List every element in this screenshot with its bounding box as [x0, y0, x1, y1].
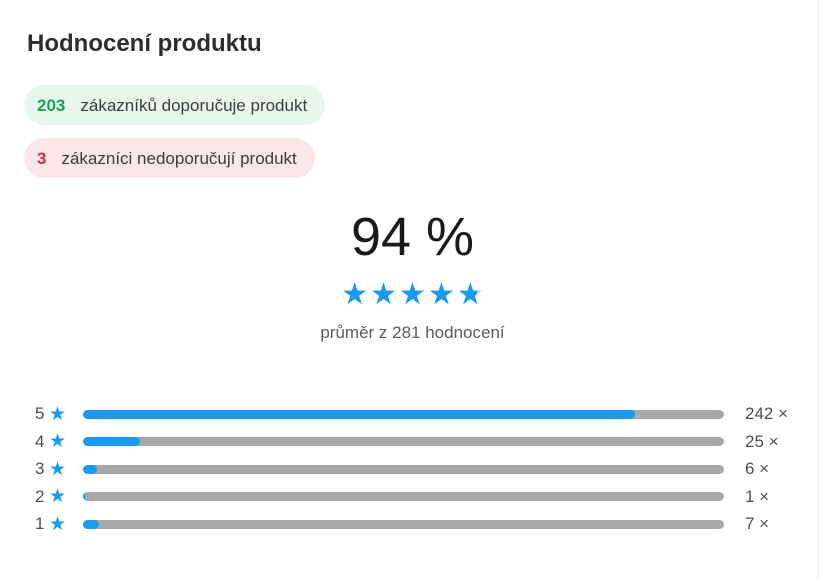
rating-bar-track [83, 437, 724, 447]
rating-bar-row: 5 ★ 242 × [35, 400, 800, 428]
star-icon: ★ [49, 431, 67, 453]
star-fill: ★ [341, 279, 369, 311]
row-star-number: 3 [35, 459, 45, 479]
star-fill: ★ [399, 279, 426, 311]
rating-bar-row: 3 ★ 6 × [35, 455, 800, 483]
star-fill: ★ [427, 279, 455, 311]
rating-percent: 94 % [350, 207, 475, 267]
star-base: ★ [427, 278, 455, 312]
star-icon: ★ [49, 458, 67, 480]
not-recommend-label: zákazníci nedoporučují produkt [61, 148, 297, 168]
star-fill: ★ [370, 279, 398, 311]
star-icon: ★ ★ [399, 279, 426, 310]
star-icon: ★ ★ [370, 279, 397, 310]
rating-summary: 94 % ★ ★ ★ ★ ★ ★ ★ ★ ★ ★ průměr z 281 ho… [0, 207, 825, 344]
rating-count: 6 × [745, 459, 770, 479]
rating-bar-track [83, 464, 724, 474]
not-recommend-count: 3 [37, 148, 47, 168]
rating-histogram: 5 ★ 242 × 4 ★ 25 × 3 ★ 6 × 2 ★ 1 × 1 ★ 7 [0, 400, 825, 538]
rating-count: 1 × [745, 486, 770, 506]
rating-bar-row: 2 ★ 1 × [35, 483, 800, 511]
recommend-label: zákazníků doporučuje produkt [80, 95, 308, 115]
rating-bar-row: 1 ★ 7 × [35, 510, 800, 538]
rating-bar-fill [83, 492, 86, 502]
rating-bar-fill [83, 519, 99, 529]
rating-count: 242 × [745, 404, 789, 424]
row-star-number: 1 [35, 514, 45, 534]
star-icon: ★ ★ [457, 279, 484, 310]
rating-bar-row: 4 ★ 25 × [35, 428, 800, 456]
rating-bar-fill [83, 464, 97, 474]
rating-caption: průměr z 281 hodnocení [320, 323, 505, 343]
star-icon: ★ [49, 403, 67, 425]
row-star-number: 4 [35, 431, 45, 451]
recommendation-badges: 203 zákazníků doporučuje produkt 3 zákaz… [24, 85, 825, 178]
star-icon: ★ ★ [428, 279, 455, 310]
star-icon: ★ [49, 513, 67, 535]
star-base: ★ [456, 278, 484, 312]
card-right-border [818, 0, 819, 580]
recommend-badge: 203 zákazníků doporučuje produkt [24, 85, 326, 125]
star-fill: ★ [456, 279, 478, 311]
not-recommend-badge: 3 zákazníci nedoporučují produkt [24, 138, 315, 178]
row-star-number: 5 [35, 404, 45, 424]
star-base: ★ [399, 278, 426, 312]
page-title: Hodnocení produktu [27, 30, 262, 57]
rating-count: 25 × [745, 431, 779, 451]
rating-count: 7 × [745, 514, 770, 534]
star-icon: ★ ★ [341, 279, 368, 310]
row-star-number: 2 [35, 486, 45, 506]
rating-bar-fill [83, 437, 141, 447]
star-rating: ★ ★ ★ ★ ★ ★ ★ ★ ★ ★ [0, 279, 825, 310]
star-base: ★ [341, 278, 369, 312]
rating-bar-track [83, 409, 724, 419]
rating-bar-fill [83, 409, 636, 419]
rating-bar-track [83, 519, 724, 529]
rating-bar-track [83, 492, 724, 502]
star-icon: ★ [49, 486, 67, 508]
recommend-count: 203 [37, 95, 66, 115]
star-base: ★ [370, 278, 398, 312]
